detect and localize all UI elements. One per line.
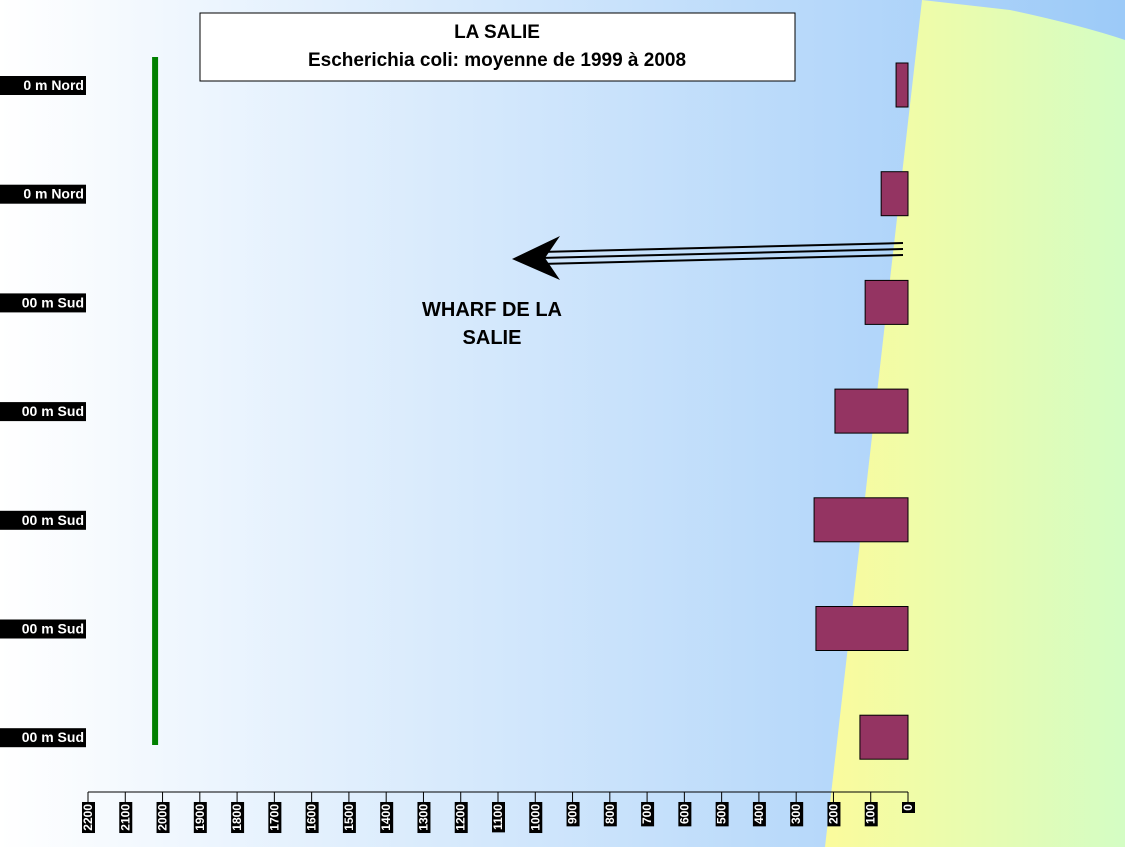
x-tick-label: 1800 bbox=[230, 804, 244, 831]
bar bbox=[834, 388, 909, 434]
y-tick-label-bg bbox=[0, 293, 86, 313]
x-tick-label-bg bbox=[82, 802, 95, 834]
annotation-text: WHARF DE LA SALIE bbox=[422, 299, 562, 349]
x-tick-label-bg bbox=[641, 802, 655, 827]
x-tick-label: 2200 bbox=[81, 804, 95, 831]
annotation: WHARF DE LA SALIE bbox=[422, 299, 562, 349]
y-tick-label: 00 m Sud bbox=[22, 294, 84, 310]
x-tick-label-bg bbox=[305, 802, 319, 834]
x-tick-label-bg bbox=[529, 802, 543, 834]
x-tick-label: 1500 bbox=[342, 804, 356, 831]
x-tick-label: 100 bbox=[864, 804, 878, 824]
x-tick-label-bg bbox=[156, 802, 170, 834]
y-tick-label-bg bbox=[0, 184, 86, 204]
x-tick-label: 300 bbox=[789, 804, 803, 824]
x-tick-label-bg bbox=[492, 802, 505, 833]
y-tick-label-bg bbox=[0, 728, 86, 748]
x-tick-label-bg bbox=[827, 802, 841, 827]
x-tick-label-bg bbox=[902, 802, 915, 813]
y-tick-label: 0 m Nord bbox=[23, 186, 84, 202]
x-tick-label-bg bbox=[342, 802, 356, 834]
x-tick-label-bg bbox=[268, 802, 282, 834]
chart-subtitle: Escherichia coli: moyenne de 1999 à 2008 bbox=[308, 50, 686, 71]
chart-title: LA SALIE bbox=[454, 22, 540, 43]
x-tick-label: 1200 bbox=[454, 804, 468, 831]
x-tick-label: 500 bbox=[715, 804, 729, 824]
x-tick-label-bg bbox=[193, 802, 207, 834]
bar bbox=[813, 497, 909, 543]
bar bbox=[864, 279, 909, 325]
x-tick-label-bg bbox=[715, 802, 729, 827]
x-tick-label: 600 bbox=[677, 804, 691, 824]
y-tick-label-bg bbox=[0, 510, 86, 530]
y-tick-label: 0 m Nord bbox=[23, 77, 84, 93]
y-tick-label: 00 m Sud bbox=[22, 512, 84, 528]
x-tick-label-bg bbox=[454, 802, 468, 834]
x-tick-label: 1000 bbox=[528, 804, 542, 831]
x-tick-label: 1900 bbox=[193, 804, 207, 831]
x-tick-label-bg bbox=[380, 802, 394, 834]
y-tick-label-bg bbox=[0, 76, 86, 95]
x-tick-label-bg bbox=[417, 802, 431, 834]
bar bbox=[815, 606, 909, 651]
arrow bbox=[512, 236, 904, 280]
bar bbox=[859, 714, 909, 760]
title-box bbox=[199, 12, 796, 82]
x-tick-label: 1100 bbox=[491, 804, 505, 830]
x-tick-label-bg bbox=[752, 802, 766, 827]
x-tick-label: 900 bbox=[566, 804, 580, 824]
x-tick-label: 200 bbox=[826, 804, 840, 824]
y-tick-label: 00 m Sud bbox=[22, 729, 84, 745]
x-tick-label-bg bbox=[790, 802, 804, 827]
x-tick-label-bg bbox=[566, 802, 580, 827]
y-tick-label-bg bbox=[0, 402, 86, 422]
x-tick-label-bg bbox=[603, 802, 617, 827]
x-tick-label: 2100 bbox=[118, 804, 132, 831]
x-tick-label: 1700 bbox=[267, 804, 281, 831]
x-tick-label: 800 bbox=[603, 804, 617, 824]
x-tick-label-bg bbox=[678, 802, 692, 827]
x-tick-label: 1600 bbox=[305, 804, 319, 831]
y-tick-label: 00 m Sud bbox=[22, 621, 84, 637]
x-tick-label-bg bbox=[864, 802, 878, 827]
x-tick-label: 700 bbox=[640, 804, 654, 824]
x-tick-label: 1300 bbox=[416, 804, 430, 831]
y-tick-label-bg bbox=[0, 619, 86, 639]
x-tick-label: 0 bbox=[901, 804, 915, 811]
y-tick-label: 00 m Sud bbox=[22, 403, 84, 419]
x-tick-label-bg bbox=[231, 802, 245, 834]
x-tick-label-bg bbox=[119, 802, 133, 834]
bar bbox=[895, 62, 909, 108]
bar bbox=[880, 171, 909, 217]
x-tick-label: 1400 bbox=[379, 804, 393, 831]
x-tick-label: 2000 bbox=[156, 804, 170, 831]
x-tick-label: 400 bbox=[752, 804, 766, 824]
